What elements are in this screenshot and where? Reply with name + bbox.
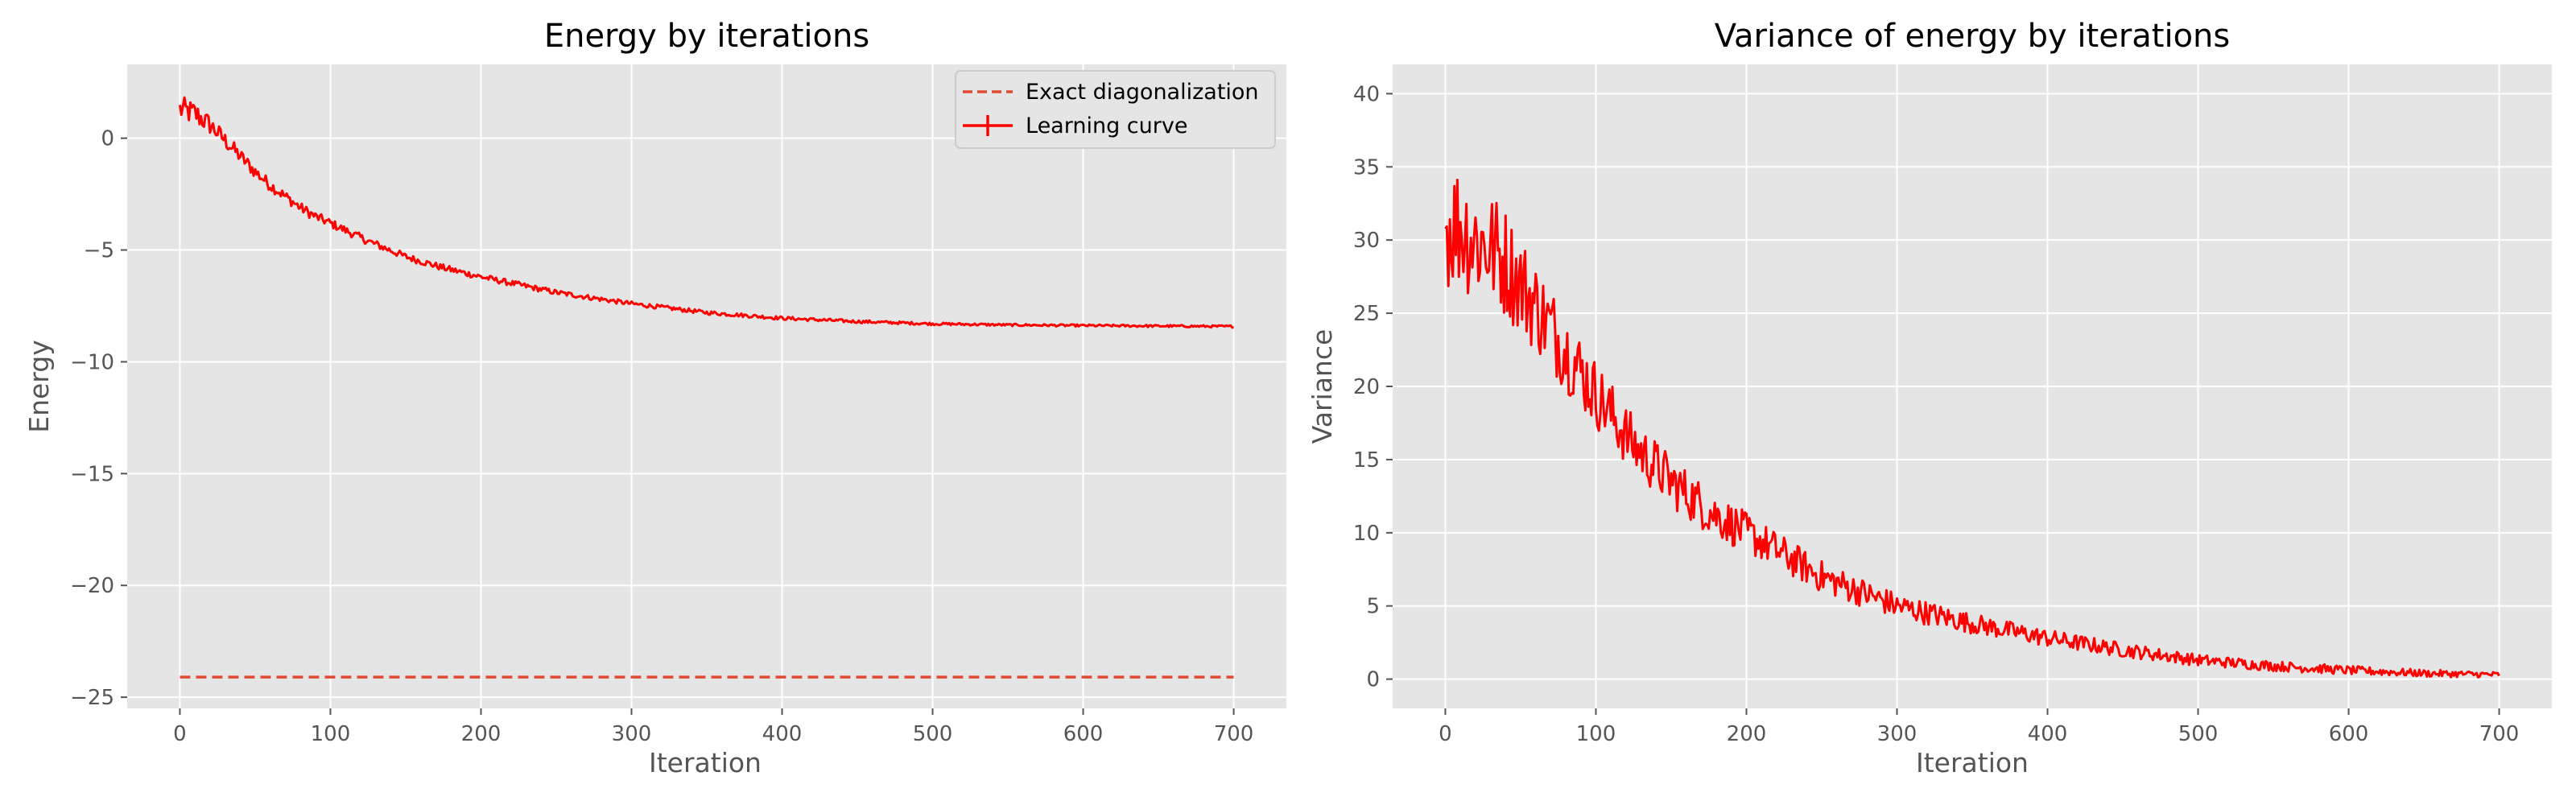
energy-x-tick-label: 300 — [612, 722, 652, 746]
energy-x-tick-label: 700 — [1214, 722, 1254, 746]
legend-learning-label: Learning curve — [1026, 114, 1187, 138]
energy-x-tick-label: 400 — [762, 722, 803, 746]
variance-data — [1444, 179, 2500, 679]
energy-plot-area — [127, 64, 1286, 708]
variance-ticks: 0 100 200 300 400 500 600 700 0 5 10 15 20 25 30 35 40 — [1353, 82, 2519, 746]
energy-x-tick-label: 0 — [173, 722, 187, 746]
legend-box — [955, 70, 1276, 149]
variance-x-tick-label: 300 — [1877, 722, 1918, 746]
variance-x-tick-label: 500 — [2178, 722, 2219, 746]
energy-ticks: 0 100 200 300 400 500 600 700 −25 −20 −15 −10 −5 0 — [70, 127, 1253, 746]
energy-y-tick-label: −25 — [70, 686, 114, 710]
variance-y-tick-label: 35 — [1353, 155, 1380, 180]
energy-y-tick-label: −10 — [70, 350, 114, 374]
energy-chart: 0 100 200 300 400 500 600 700 −25 −20 −15 −10 −5 0 En… — [23, 18, 1286, 778]
energy-x-tick-label: 500 — [913, 722, 953, 746]
energy-x-axis-label: Iteration — [649, 747, 762, 778]
legend-exact-label: Exact diagonalization — [1026, 80, 1259, 105]
variance-grid — [1393, 64, 2552, 708]
variance-x-tick-label: 0 — [1439, 722, 1452, 746]
energy-y-tick-label: 0 — [101, 127, 114, 151]
energy-y-tick-label: −15 — [70, 462, 114, 486]
variance-y-tick-label: 20 — [1353, 375, 1380, 399]
variance-x-axis-label: Iteration — [1916, 747, 2029, 778]
variance-x-tick-label: 600 — [2329, 722, 2369, 746]
variance-x-tick-label: 400 — [2028, 722, 2068, 746]
variance-y-tick-label: 10 — [1353, 522, 1380, 546]
variance-chart: 0 100 200 300 400 500 600 700 0 5 10 15 20 25 30 35 40 V… — [1307, 18, 2552, 778]
variance-y-tick-label: 40 — [1353, 82, 1380, 106]
variance-y-tick-label: 25 — [1353, 302, 1380, 326]
variance-y-tick-label: 15 — [1353, 448, 1380, 473]
energy-x-tick-label: 100 — [311, 722, 351, 746]
energy-series-line — [179, 96, 1234, 329]
legend: Exact diagonalization Learning curve — [955, 70, 1276, 149]
variance-series-line — [1444, 179, 2500, 679]
variance-y-tick-label: 30 — [1353, 229, 1380, 253]
variance-x-tick-label: 200 — [1727, 722, 1767, 746]
energy-x-tick-label: 600 — [1063, 722, 1104, 746]
variance-y-tick-label: 5 — [1366, 595, 1380, 619]
energy-x-tick-label: 200 — [461, 722, 502, 746]
variance-y-axis-label: Variance — [1307, 329, 1338, 444]
energy-y-tick-label: −5 — [84, 239, 114, 263]
energy-data — [179, 96, 1234, 679]
variance-y-tick-label: 0 — [1366, 668, 1380, 692]
energy-chart-title: Energy by iterations — [544, 18, 869, 55]
energy-y-tick-label: −20 — [70, 574, 114, 598]
variance-chart-title: Variance of energy by iterations — [1715, 18, 2230, 55]
energy-y-axis-label: Energy — [23, 340, 55, 433]
variance-x-tick-label: 100 — [1576, 722, 1616, 746]
variance-x-tick-label: 700 — [2479, 722, 2520, 746]
